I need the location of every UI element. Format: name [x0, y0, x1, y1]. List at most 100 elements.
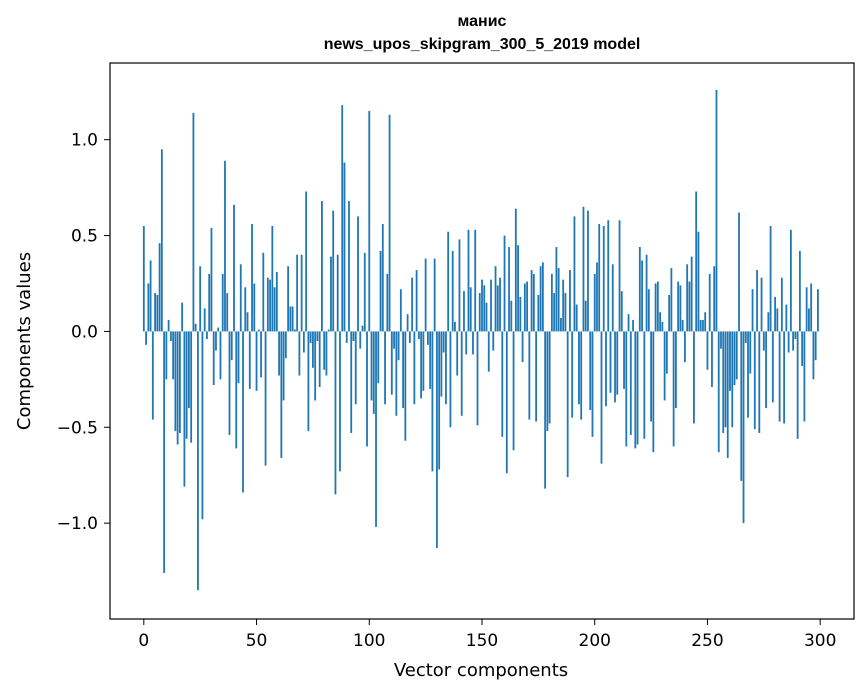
bar-86	[336, 254, 339, 332]
bar-77	[316, 331, 319, 341]
bar-268	[747, 331, 749, 418]
bar-230	[661, 321, 664, 332]
bar-199	[591, 331, 594, 437]
x-tick-label-3: 150	[466, 631, 498, 651]
bar-250	[706, 331, 709, 370]
bar-24	[197, 331, 199, 591]
bar-293	[803, 331, 806, 422]
x-tick-label-4: 200	[579, 631, 611, 651]
bar-152	[485, 302, 488, 332]
bar-262	[733, 331, 736, 386]
bar-135	[447, 231, 450, 332]
bar-129	[433, 258, 436, 332]
bar-67	[293, 329, 296, 332]
bar-118	[408, 331, 411, 343]
bar-195	[582, 206, 585, 332]
bar-207	[609, 331, 612, 393]
bar-220	[638, 247, 641, 332]
bar-72	[305, 191, 308, 332]
bar-82	[327, 329, 330, 332]
bar-140	[458, 239, 461, 332]
bars-group	[142, 89, 819, 591]
bar-79	[321, 201, 323, 332]
bar-17	[181, 302, 184, 332]
bar-52	[260, 331, 262, 378]
bar-144	[467, 229, 470, 332]
y-axis-label: Components values	[14, 252, 35, 430]
bar-14	[174, 331, 177, 432]
bar-98	[363, 252, 366, 332]
bar-197	[587, 210, 589, 332]
bar-252	[711, 331, 713, 388]
bar-25	[199, 266, 202, 332]
bar-253	[713, 266, 716, 332]
bar-45	[244, 287, 247, 332]
bar-192	[575, 304, 578, 332]
bar-26	[201, 331, 204, 520]
bar-9	[163, 331, 166, 573]
bar-142	[463, 291, 465, 332]
bar-206	[607, 220, 610, 332]
bar-183	[555, 247, 558, 332]
bar-96	[359, 331, 362, 349]
bar-35	[221, 273, 224, 332]
bar-99	[366, 331, 368, 447]
bar-267	[744, 331, 747, 343]
bar-278	[769, 225, 772, 332]
bar-227	[654, 283, 657, 332]
bar-222	[643, 331, 646, 439]
bar-155	[492, 331, 495, 351]
bar-28	[206, 331, 208, 340]
bar-208	[611, 264, 614, 332]
bar-260	[729, 331, 731, 391]
bar-84	[332, 210, 335, 332]
bar-12	[169, 331, 172, 341]
bar-13	[172, 331, 175, 380]
bar-124	[422, 331, 425, 391]
bar-269	[749, 331, 752, 374]
bar-100	[368, 110, 371, 332]
bar-4	[151, 331, 154, 420]
bar-221	[641, 260, 643, 332]
chart-title: манис	[457, 13, 507, 30]
bar-30	[210, 227, 213, 332]
bar-57	[271, 225, 274, 332]
bar-256	[720, 331, 722, 349]
bar-149	[478, 293, 481, 332]
bar-288	[792, 331, 795, 351]
bar-127	[429, 331, 432, 389]
bar-205	[605, 331, 607, 407]
bar-284	[783, 331, 786, 424]
x-tick-label-1: 50	[246, 631, 268, 651]
bar-233	[668, 294, 671, 332]
bar-201	[596, 262, 598, 332]
bar-165	[514, 208, 517, 332]
bar-159	[501, 331, 504, 437]
bar-120	[413, 331, 416, 405]
bar-166	[517, 245, 519, 332]
bar-33	[217, 327, 220, 332]
bar-271	[753, 331, 756, 430]
bar-107	[384, 331, 386, 405]
bar-38	[228, 331, 231, 435]
bar-60	[278, 331, 280, 376]
bar-184	[557, 268, 560, 332]
bar-123	[420, 331, 423, 399]
bar-167	[519, 296, 522, 332]
bar-46	[246, 312, 249, 332]
bar-224	[647, 289, 650, 332]
bar-196	[584, 300, 587, 332]
bar-19	[185, 331, 188, 439]
bar-116	[404, 331, 407, 441]
bar-112	[395, 331, 398, 416]
bar-114	[399, 289, 402, 332]
bar-158	[499, 277, 501, 332]
bar-255	[717, 331, 720, 453]
bar-173	[532, 273, 535, 332]
bar-11	[167, 319, 170, 332]
bar-246	[697, 231, 700, 332]
bar-292	[801, 331, 804, 366]
bar-280	[774, 296, 776, 332]
bar-281	[776, 308, 779, 332]
bar-1	[145, 331, 147, 345]
